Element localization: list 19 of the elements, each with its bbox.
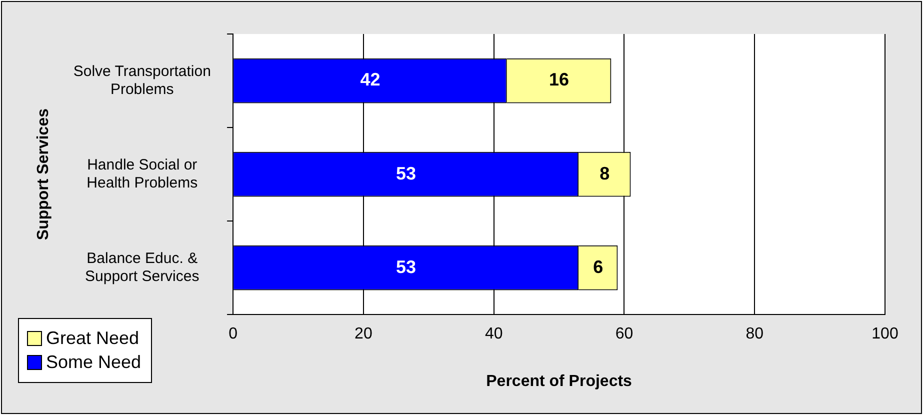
data-label: 53 [396, 163, 416, 184]
data-label: 53 [396, 256, 416, 277]
x-tick-label: 100 [872, 326, 898, 343]
x-axis-title: Percent of Projects [486, 372, 632, 390]
x-tick-label: 80 [746, 326, 764, 343]
x-tick-label: 60 [615, 326, 634, 343]
y-tick-label: Balance Educ. & Support Services [85, 250, 200, 285]
y-axis-title: Support Services [35, 108, 52, 240]
legend-label: Great Need [46, 328, 140, 349]
data-label: 6 [593, 256, 604, 277]
x-tick-label: 40 [484, 326, 503, 343]
legend-label: Some Need [46, 352, 142, 373]
data-label: 8 [600, 163, 610, 184]
x-tick-label: 20 [354, 326, 372, 343]
y-tick-label: Handle Social or Health Problems [86, 156, 198, 192]
y-tick-label: Solve Transportation Problems [73, 62, 211, 98]
x-tick-label: 0 [228, 326, 238, 343]
data-label: 16 [549, 70, 570, 90]
data-label: 42 [360, 70, 380, 90]
